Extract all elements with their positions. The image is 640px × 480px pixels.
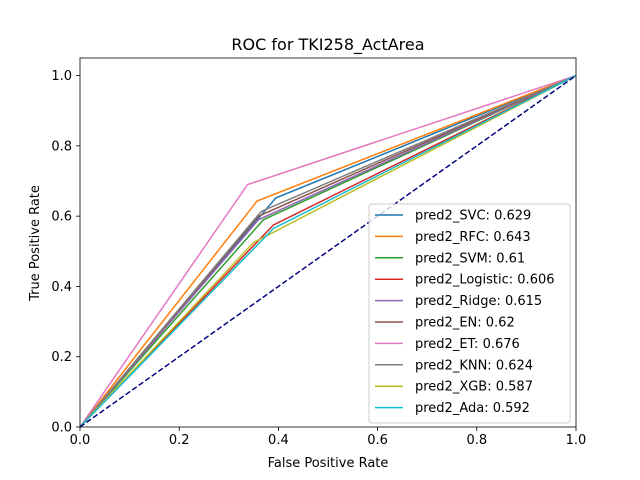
axes-frame — [79, 57, 577, 428]
legend-label: pred2_KNN: 0.624 — [415, 358, 533, 373]
y-axis-label: True Positive Rate — [28, 185, 43, 302]
y-tick-label: 0.2 — [51, 350, 72, 365]
legend-label: pred2_ET: 0.676 — [415, 337, 520, 352]
legend-label: pred2_Ada: 0.592 — [415, 401, 530, 416]
legend-label: pred2_EN: 0.62 — [415, 316, 515, 331]
x-tick-label: 0.8 — [466, 433, 487, 448]
y-tick-label: 0.0 — [51, 421, 72, 436]
roc-line-5 — [79, 74, 577, 428]
roc-line-4 — [79, 74, 577, 428]
legend-label: pred2_Ridge: 0.615 — [415, 294, 542, 309]
legend-label: pred2_Logistic: 0.606 — [415, 273, 555, 288]
roc-line-10 — [79, 74, 577, 428]
legend-label: pred2_RFC: 0.643 — [415, 230, 531, 245]
legend-box — [368, 203, 571, 424]
legend: pred2_SVC: 0.629 pred2_RFC: 0.643 pred2_SV… — [368, 203, 571, 424]
x-tick-label: 0.4 — [268, 433, 289, 448]
legend-label: pred2_SVC: 0.629 — [415, 209, 531, 224]
y-tick-label: 0.8 — [51, 139, 72, 154]
roc-line-2 — [79, 74, 577, 428]
y-tick-label: 0.6 — [51, 210, 72, 225]
roc-line-9 — [79, 74, 577, 428]
y-tick-label: 0.4 — [51, 280, 72, 295]
x-axis-label: False Positive Rate — [268, 456, 389, 471]
x-tick-label: 1.0 — [566, 433, 587, 448]
chance-line — [79, 74, 577, 428]
chart-title: ROC for TKI258_ActArea — [231, 35, 424, 55]
x-tick-label: 0.0 — [70, 433, 91, 448]
x-tick-label: 0.6 — [367, 433, 388, 448]
legend-label: pred2_SVM: 0.61 — [415, 251, 525, 266]
x-tick-label: 0.2 — [169, 433, 190, 448]
y-tick-label: 1.0 — [51, 69, 72, 84]
plot-area: 0.0 0.2 0.4 0.6 0.8 1.0 0.0 0.2 0.4 0.6 0.8 1.0 — [51, 57, 587, 448]
roc-line-7 — [79, 74, 577, 428]
roc-line-8 — [79, 74, 577, 428]
legend-label: pred2_XGB: 0.587 — [415, 380, 533, 395]
